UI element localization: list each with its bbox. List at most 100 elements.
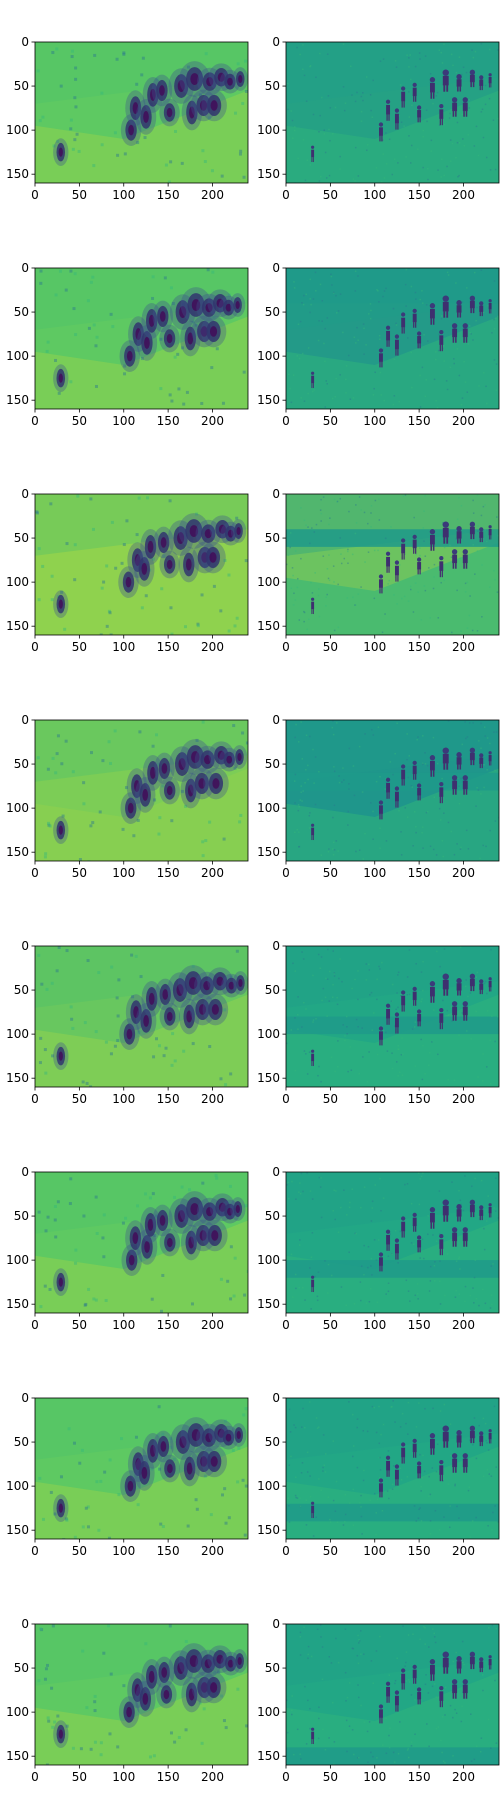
- x-tick-label: 50: [72, 640, 87, 654]
- x-tick-label: 100: [363, 1544, 386, 1558]
- x-tick-label: 200: [452, 1544, 475, 1558]
- y-tick-label: 100: [6, 801, 29, 815]
- x-tick-label: 100: [112, 640, 135, 654]
- x-tick-label: 200: [452, 640, 475, 654]
- y-tick-label: 50: [265, 1661, 280, 1675]
- panel-r5-c2: 0 50 100 150 200 0 50 100 150: [257, 939, 500, 1106]
- x-tick-label: 100: [363, 1092, 386, 1106]
- x-tick-label: 150: [157, 640, 180, 654]
- y-tick-label: 150: [6, 167, 29, 181]
- axes-frame: [285, 1171, 500, 1314]
- y-tick-label: 150: [6, 1071, 29, 1085]
- panel-r8-c2: 0 50 100 150 200 0 50 100 150: [257, 1617, 500, 1784]
- y-tick-label: 100: [6, 349, 29, 363]
- y-tick-label: 0: [272, 1391, 280, 1405]
- x-tick-label: 50: [72, 1318, 87, 1332]
- image-content: [286, 946, 499, 1087]
- y-tick-label: 100: [257, 349, 280, 363]
- x-tick-label: 50: [323, 414, 338, 428]
- x-tick-label: 0: [282, 866, 290, 880]
- panel-r2-c1: 0 50 100 150 200 0 50 100 150: [6, 261, 249, 428]
- x-tick-label: 0: [282, 1318, 290, 1332]
- y-tick-label: 50: [265, 79, 280, 93]
- x-tick-label: 150: [408, 1092, 431, 1106]
- x-tick-label: 150: [157, 188, 180, 202]
- x-tick-label: 150: [408, 414, 431, 428]
- y-tick-label: 50: [265, 757, 280, 771]
- image-content: [286, 494, 499, 635]
- x-tick-label: 150: [157, 414, 180, 428]
- axes-frame: [285, 1623, 500, 1766]
- y-tick-label: 50: [14, 757, 29, 771]
- image-content: [286, 1624, 499, 1765]
- x-tick-label: 0: [282, 1544, 290, 1558]
- x-tick-label: 50: [72, 188, 87, 202]
- y-tick-label: 50: [14, 1435, 29, 1449]
- y-tick-label: 150: [6, 393, 29, 407]
- x-tick-label: 50: [323, 866, 338, 880]
- y-tick-label: 50: [14, 79, 29, 93]
- x-tick-label: 200: [201, 414, 224, 428]
- image-content: [35, 720, 248, 861]
- y-tick-label: 50: [265, 1209, 280, 1223]
- x-tick-label: 0: [31, 640, 39, 654]
- y-tick-label: 0: [21, 1391, 29, 1405]
- x-tick-label: 150: [408, 866, 431, 880]
- x-tick-label: 50: [72, 1544, 87, 1558]
- y-tick-label: 100: [6, 1705, 29, 1719]
- y-tick-label: 150: [257, 1071, 280, 1085]
- y-tick-label: 150: [6, 1523, 29, 1537]
- x-tick-label: 0: [31, 414, 39, 428]
- y-tick-label: 50: [265, 531, 280, 545]
- y-tick-label: 50: [265, 983, 280, 997]
- y-tick-label: 0: [272, 1617, 280, 1631]
- x-tick-label: 0: [282, 414, 290, 428]
- y-tick-label: 50: [14, 983, 29, 997]
- x-tick-label: 100: [112, 1544, 135, 1558]
- x-tick-label: 200: [452, 188, 475, 202]
- y-tick-label: 0: [21, 487, 29, 501]
- x-tick-label: 50: [72, 1770, 87, 1784]
- x-tick-label: 200: [201, 1092, 224, 1106]
- x-tick-label: 100: [363, 414, 386, 428]
- x-tick-label: 200: [452, 1770, 475, 1784]
- y-tick-label: 0: [272, 261, 280, 275]
- x-tick-label: 100: [363, 188, 386, 202]
- x-tick-label: 50: [72, 866, 87, 880]
- y-tick-label: 50: [14, 531, 29, 545]
- y-tick-label: 0: [272, 35, 280, 49]
- x-tick-label: 200: [452, 1092, 475, 1106]
- y-tick-label: 50: [14, 1209, 29, 1223]
- y-tick-label: 100: [257, 1479, 280, 1493]
- y-tick-label: 100: [257, 575, 280, 589]
- image-content: [286, 720, 499, 861]
- y-tick-label: 150: [257, 1523, 280, 1537]
- panel-r6-c2: 0 50 100 150 200 0 50 100 150: [257, 1165, 500, 1332]
- image-content: [35, 42, 248, 183]
- y-tick-label: 50: [14, 305, 29, 319]
- x-tick-label: 150: [408, 1770, 431, 1784]
- axes-frame: [34, 945, 249, 1088]
- x-tick-label: 200: [201, 1318, 224, 1332]
- x-tick-label: 150: [408, 1544, 431, 1558]
- x-tick-label: 0: [31, 188, 39, 202]
- y-tick-label: 0: [272, 1165, 280, 1179]
- x-tick-label: 100: [112, 188, 135, 202]
- x-tick-label: 100: [363, 640, 386, 654]
- x-tick-label: 100: [363, 1318, 386, 1332]
- axes-frame: [34, 1397, 249, 1540]
- y-tick-label: 0: [272, 713, 280, 727]
- axes-frame: [285, 945, 500, 1088]
- y-tick-label: 150: [257, 845, 280, 859]
- x-tick-label: 200: [452, 1318, 475, 1332]
- y-tick-label: 0: [21, 1165, 29, 1179]
- y-tick-label: 150: [6, 619, 29, 633]
- image-content: [35, 1624, 248, 1765]
- x-tick-label: 150: [157, 1318, 180, 1332]
- y-tick-label: 150: [6, 1297, 29, 1311]
- axes-frame: [34, 719, 249, 862]
- image-content: [35, 268, 248, 409]
- y-tick-label: 0: [21, 939, 29, 953]
- x-tick-label: 100: [363, 1770, 386, 1784]
